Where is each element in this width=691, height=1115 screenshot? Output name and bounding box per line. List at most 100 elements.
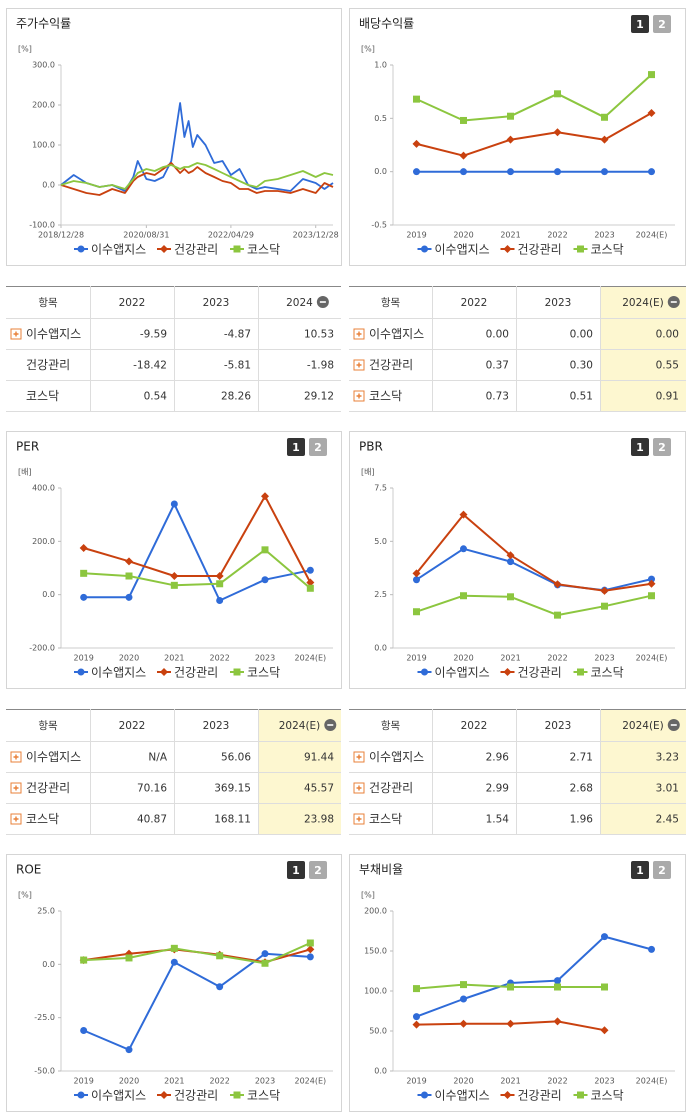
x-tick-label: 2024(E) (295, 654, 327, 663)
expand-icon-plus[interactable] (356, 785, 362, 791)
legend-label: 코스닥 (247, 1089, 280, 1103)
tab-button[interactable] (653, 861, 671, 879)
x-tick-label: 2024(E) (636, 1077, 668, 1086)
tab-button-label[interactable]: 1 (636, 18, 644, 31)
marker (647, 579, 656, 588)
expand-icon-plus[interactable] (356, 393, 362, 399)
y-tick-label: 150.0 (364, 947, 387, 956)
y-tick-label: 200.0 (32, 537, 55, 546)
series-line (60, 102, 334, 192)
legend-marker (577, 245, 584, 253)
table-cell: N/A (148, 752, 167, 764)
column-header: 항목 (38, 297, 58, 309)
tab-button-label[interactable]: 2 (314, 864, 322, 877)
expand-icon-plus[interactable] (356, 816, 362, 822)
row-name: 건강관리 (369, 358, 413, 372)
legend-label: 이수앱지스 (435, 666, 490, 680)
marker (80, 956, 88, 964)
tab-button-label[interactable]: 2 (658, 441, 666, 454)
expand-icon-plus[interactable] (13, 785, 19, 791)
marker (412, 1020, 421, 1029)
tab-button[interactable] (653, 438, 671, 456)
expand-icon-plus[interactable] (356, 754, 362, 760)
legend-marker (77, 1091, 85, 1099)
tab-button-label[interactable]: 1 (292, 864, 300, 877)
marker (459, 1019, 468, 1028)
marker (460, 116, 467, 124)
legend-marker (421, 1091, 428, 1099)
table-cell: -9.59 (140, 329, 167, 341)
table-cell: 1.54 (486, 814, 510, 826)
marker (413, 95, 420, 103)
expand-icon-plus[interactable] (13, 754, 19, 760)
tab-button-label[interactable]: 1 (636, 864, 644, 877)
row-name: 이수앱지스 (26, 750, 81, 764)
marker (459, 510, 468, 519)
series-line (60, 162, 334, 196)
legend-label: 건강관리 (174, 243, 218, 257)
x-tick-label: 2023 (594, 1077, 614, 1086)
tab-button[interactable] (309, 861, 327, 879)
marker (170, 958, 178, 966)
table-cell: 0.51 (570, 391, 593, 403)
expand-icon-plus[interactable] (13, 816, 19, 822)
marker (413, 608, 420, 616)
column-header: 2024 (286, 297, 313, 309)
tab-button[interactable] (631, 438, 649, 456)
marker (600, 135, 609, 144)
y-tick-label: -0.5 (371, 221, 387, 230)
table-cell: 2.71 (570, 752, 593, 764)
tab-button[interactable] (653, 15, 671, 33)
marker (306, 566, 314, 574)
marker (261, 546, 269, 554)
expand-icon-plus[interactable] (356, 362, 362, 368)
tab-button-label[interactable]: 2 (314, 441, 322, 454)
tab-button[interactable] (287, 861, 305, 879)
table-cell: 0.91 (656, 391, 679, 403)
marker (460, 168, 467, 176)
row-name: 이수앱지스 (369, 327, 424, 341)
legend-marker (577, 1091, 584, 1099)
panel (6, 8, 342, 266)
column-header: 2022 (461, 720, 488, 732)
tab-button-label[interactable]: 1 (636, 441, 644, 454)
y-tick-label: 5.0 (374, 537, 387, 546)
expand-icon-plus[interactable] (13, 331, 19, 337)
table-cell: 0.00 (486, 329, 509, 341)
expand-icon-plus[interactable] (356, 331, 362, 337)
marker (216, 597, 224, 605)
marker (306, 939, 314, 947)
y-tick-label: 0.0 (374, 644, 387, 653)
column-header: 2022 (119, 297, 146, 309)
marker (648, 168, 655, 176)
tab-button-label[interactable]: 2 (658, 864, 666, 877)
marker (79, 544, 88, 552)
legend-marker (421, 245, 428, 253)
marker (261, 576, 269, 584)
tab-button[interactable] (287, 438, 305, 456)
series-line (83, 942, 311, 965)
marker (261, 492, 269, 501)
y-tick-label: 0.0 (42, 960, 55, 969)
table-cell: 0.55 (656, 360, 679, 372)
legend-label: 건강관리 (518, 666, 562, 680)
legend-label: 건강관리 (174, 1089, 218, 1103)
tab-button-label[interactable]: 1 (292, 441, 300, 454)
x-tick-label: 2021 (500, 231, 520, 240)
tab-button[interactable] (631, 15, 649, 33)
series-line (416, 935, 652, 1018)
column-header: 2022 (461, 297, 488, 309)
legend-label: 이수앱지스 (91, 1089, 146, 1103)
tab-button[interactable] (631, 861, 649, 879)
y-tick-label: 100.0 (32, 141, 55, 150)
marker (413, 1013, 420, 1021)
panel-title: PER (16, 440, 39, 454)
tab-button-label[interactable]: 2 (658, 18, 666, 31)
legend-label: 건강관리 (174, 666, 218, 680)
x-tick-label: 2020 (119, 1077, 139, 1086)
x-tick-label: 2019 (73, 1077, 93, 1086)
marker (459, 151, 468, 160)
y-tick-label: 0.0 (374, 167, 387, 176)
tab-button[interactable] (309, 438, 327, 456)
